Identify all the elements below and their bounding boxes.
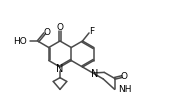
Text: O: O (56, 23, 64, 32)
Text: N: N (56, 64, 64, 74)
Text: HO: HO (13, 37, 27, 46)
Text: O: O (43, 28, 50, 37)
Text: NH: NH (118, 85, 131, 94)
Text: O: O (121, 72, 128, 81)
Text: N: N (91, 69, 98, 79)
Text: F: F (89, 27, 94, 36)
